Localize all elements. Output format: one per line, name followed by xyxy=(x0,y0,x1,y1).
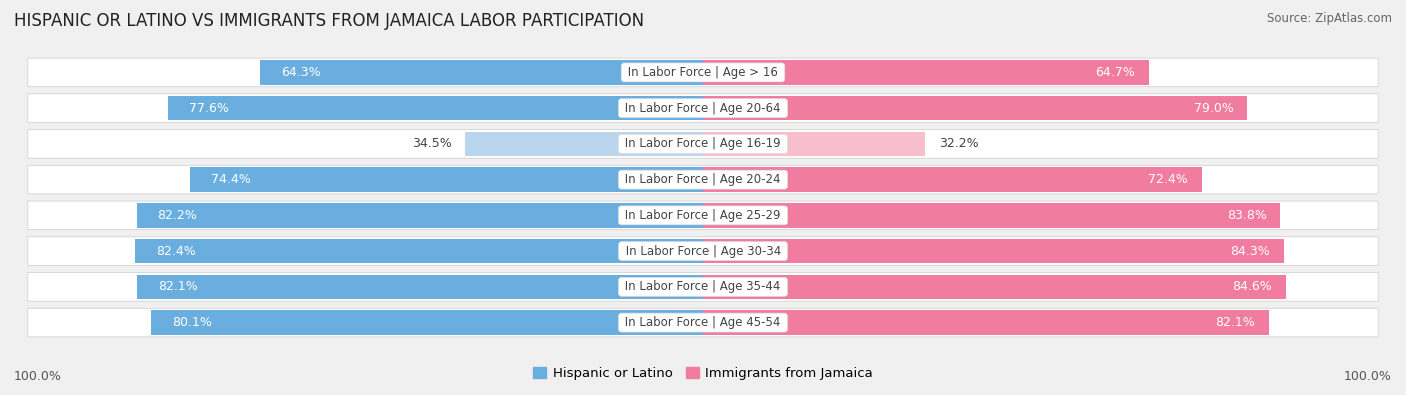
Text: 83.8%: 83.8% xyxy=(1226,209,1267,222)
Text: In Labor Force | Age 30-34: In Labor Force | Age 30-34 xyxy=(621,245,785,258)
Bar xyxy=(703,239,1284,263)
Text: 77.6%: 77.6% xyxy=(188,102,229,115)
Bar xyxy=(703,96,1247,120)
Text: In Labor Force | Age 35-44: In Labor Force | Age 35-44 xyxy=(621,280,785,293)
Text: In Labor Force | Age > 16: In Labor Force | Age > 16 xyxy=(624,66,782,79)
Bar xyxy=(703,167,1202,192)
Text: 84.3%: 84.3% xyxy=(1230,245,1270,258)
Bar xyxy=(703,60,1149,85)
Text: 100.0%: 100.0% xyxy=(14,370,62,383)
Text: In Labor Force | Age 25-29: In Labor Force | Age 25-29 xyxy=(621,209,785,222)
Text: 82.1%: 82.1% xyxy=(157,280,198,293)
FancyBboxPatch shape xyxy=(28,201,1378,229)
Text: In Labor Force | Age 20-24: In Labor Force | Age 20-24 xyxy=(621,173,785,186)
Bar xyxy=(703,203,1281,228)
FancyBboxPatch shape xyxy=(28,58,1378,87)
Text: 79.0%: 79.0% xyxy=(1194,102,1233,115)
Bar xyxy=(703,132,925,156)
Text: 34.5%: 34.5% xyxy=(412,137,451,150)
FancyBboxPatch shape xyxy=(28,273,1378,301)
FancyBboxPatch shape xyxy=(28,94,1378,122)
Text: In Labor Force | Age 16-19: In Labor Force | Age 16-19 xyxy=(621,137,785,150)
Text: In Labor Force | Age 45-54: In Labor Force | Age 45-54 xyxy=(621,316,785,329)
FancyBboxPatch shape xyxy=(28,308,1378,337)
FancyBboxPatch shape xyxy=(28,166,1378,194)
Bar xyxy=(703,310,1268,335)
Bar xyxy=(703,275,1286,299)
Text: 100.0%: 100.0% xyxy=(1344,370,1392,383)
Text: Source: ZipAtlas.com: Source: ZipAtlas.com xyxy=(1267,12,1392,25)
Text: HISPANIC OR LATINO VS IMMIGRANTS FROM JAMAICA LABOR PARTICIPATION: HISPANIC OR LATINO VS IMMIGRANTS FROM JA… xyxy=(14,12,644,30)
FancyBboxPatch shape xyxy=(28,237,1378,265)
Text: 74.4%: 74.4% xyxy=(211,173,250,186)
Text: 80.1%: 80.1% xyxy=(172,316,212,329)
Text: In Labor Force | Age 20-64: In Labor Force | Age 20-64 xyxy=(621,102,785,115)
Bar xyxy=(136,203,703,228)
Text: 82.2%: 82.2% xyxy=(157,209,197,222)
Text: 72.4%: 72.4% xyxy=(1149,173,1188,186)
Text: 32.2%: 32.2% xyxy=(939,137,979,150)
FancyBboxPatch shape xyxy=(28,130,1378,158)
Bar xyxy=(190,167,703,192)
Bar xyxy=(135,239,703,263)
Bar xyxy=(169,96,703,120)
Bar xyxy=(260,60,703,85)
Text: 84.6%: 84.6% xyxy=(1232,280,1272,293)
Bar xyxy=(138,275,703,299)
Bar xyxy=(465,132,703,156)
Bar xyxy=(152,310,703,335)
Text: 82.4%: 82.4% xyxy=(156,245,195,258)
Legend: Hispanic or Latino, Immigrants from Jamaica: Hispanic or Latino, Immigrants from Jama… xyxy=(533,367,873,380)
Text: 64.3%: 64.3% xyxy=(281,66,321,79)
Text: 82.1%: 82.1% xyxy=(1215,316,1254,329)
Text: 64.7%: 64.7% xyxy=(1095,66,1135,79)
